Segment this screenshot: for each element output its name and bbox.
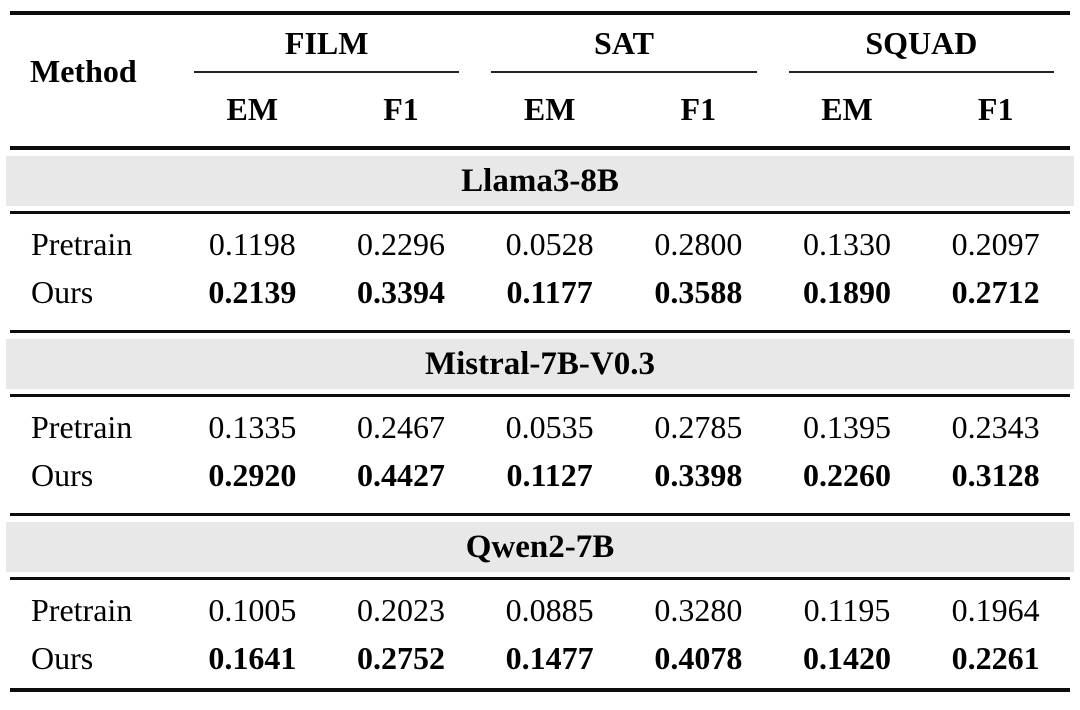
subheader-film-em: EM bbox=[226, 91, 279, 127]
group-header-film: FILM bbox=[178, 15, 475, 73]
method-cell: Ours bbox=[31, 273, 94, 310]
value-cell: 0.2712 bbox=[951, 273, 1040, 310]
value-cell: 0.1641 bbox=[208, 639, 297, 676]
header-bottom-rule bbox=[10, 146, 1070, 150]
value-cell: 0.3394 bbox=[356, 273, 445, 310]
value-cell: 0.2752 bbox=[356, 639, 445, 676]
section-data-mistral-7b: Pretrain 0.1335 0.2467 0.0535 0.2785 0.1… bbox=[10, 397, 1070, 513]
value-cell: 0.1420 bbox=[802, 639, 891, 676]
group-header-squad-label: SQUAD bbox=[788, 15, 1054, 73]
group-header-squad: SQUAD bbox=[773, 15, 1070, 73]
section-band-llama3-8b: Llama3-8B bbox=[6, 156, 1074, 206]
value-cell: 0.3588 bbox=[654, 273, 743, 310]
section-rule bbox=[10, 330, 1070, 333]
value-cell: 0.4078 bbox=[654, 639, 743, 676]
value-cell: 0.2467 bbox=[356, 408, 445, 445]
value-cell: 0.3280 bbox=[654, 591, 743, 628]
group-header-sat-label: SAT bbox=[491, 15, 757, 73]
subheader-sat-f1: F1 bbox=[680, 91, 717, 127]
value-cell: 0.1330 bbox=[802, 225, 891, 262]
group-header-sat: SAT bbox=[475, 15, 772, 73]
value-cell: 0.2296 bbox=[356, 225, 445, 262]
section-band-mistral-7b: Mistral-7B-V0.3 bbox=[6, 339, 1074, 389]
subheader-squad-em: EM bbox=[821, 91, 873, 127]
group-header-film-label: FILM bbox=[194, 15, 460, 73]
value-cell: 0.1335 bbox=[208, 408, 297, 445]
value-cell: 0.2261 bbox=[951, 639, 1040, 676]
value-cell: 0.1964 bbox=[951, 591, 1040, 628]
method-cell: Pretrain bbox=[31, 408, 133, 445]
method-cell: Ours bbox=[31, 639, 94, 676]
section-band-qwen2-7b: Qwen2-7B bbox=[6, 522, 1074, 572]
value-cell: 0.1395 bbox=[802, 408, 891, 445]
section-rule bbox=[10, 577, 1070, 580]
value-cell: 0.2800 bbox=[654, 225, 743, 262]
section-data-qwen2-7b: Pretrain 0.1005 0.2023 0.0885 0.3280 0.1… bbox=[10, 580, 1070, 688]
value-cell: 0.2343 bbox=[951, 408, 1040, 445]
value-cell: 0.1177 bbox=[506, 273, 593, 310]
value-cell: 0.3128 bbox=[951, 456, 1040, 493]
method-cell: Pretrain bbox=[31, 591, 133, 628]
method-column-header: Method bbox=[30, 53, 137, 89]
value-cell: 0.0885 bbox=[505, 591, 594, 628]
section-data-llama3-8b: Pretrain 0.1198 0.2296 0.0528 0.2800 0.1… bbox=[10, 214, 1070, 330]
value-cell: 0.2139 bbox=[208, 273, 297, 310]
section-rule bbox=[10, 394, 1070, 397]
value-cell: 0.2023 bbox=[356, 591, 445, 628]
value-cell: 0.1127 bbox=[506, 456, 593, 493]
value-cell: 0.0528 bbox=[505, 225, 594, 262]
section-rule bbox=[10, 513, 1070, 516]
value-cell: 0.3398 bbox=[654, 456, 743, 493]
value-cell: 0.2785 bbox=[654, 408, 743, 445]
method-cell: Pretrain bbox=[31, 225, 133, 262]
value-cell: 0.1890 bbox=[802, 273, 891, 310]
value-cell: 0.1198 bbox=[208, 225, 296, 262]
value-cell: 0.2920 bbox=[208, 456, 297, 493]
value-cell: 0.1195 bbox=[803, 591, 891, 628]
value-cell: 0.1005 bbox=[208, 591, 297, 628]
value-cell: 0.2260 bbox=[802, 456, 891, 493]
value-cell: 0.1477 bbox=[505, 639, 594, 676]
value-cell: 0.2097 bbox=[951, 225, 1040, 262]
table-header: Method FILM SAT SQUAD EM F1 EM F1 EM F1 bbox=[10, 15, 1070, 146]
value-cell: 0.4427 bbox=[356, 456, 445, 493]
section-rule bbox=[10, 211, 1070, 214]
value-cell: 0.0535 bbox=[505, 408, 594, 445]
subheader-sat-em: EM bbox=[523, 91, 576, 127]
method-cell: Ours bbox=[31, 456, 94, 493]
subheader-squad-f1: F1 bbox=[977, 91, 1014, 127]
top-rule bbox=[10, 11, 1070, 15]
bottom-rule bbox=[10, 688, 1070, 692]
subheader-film-f1: F1 bbox=[383, 91, 419, 127]
